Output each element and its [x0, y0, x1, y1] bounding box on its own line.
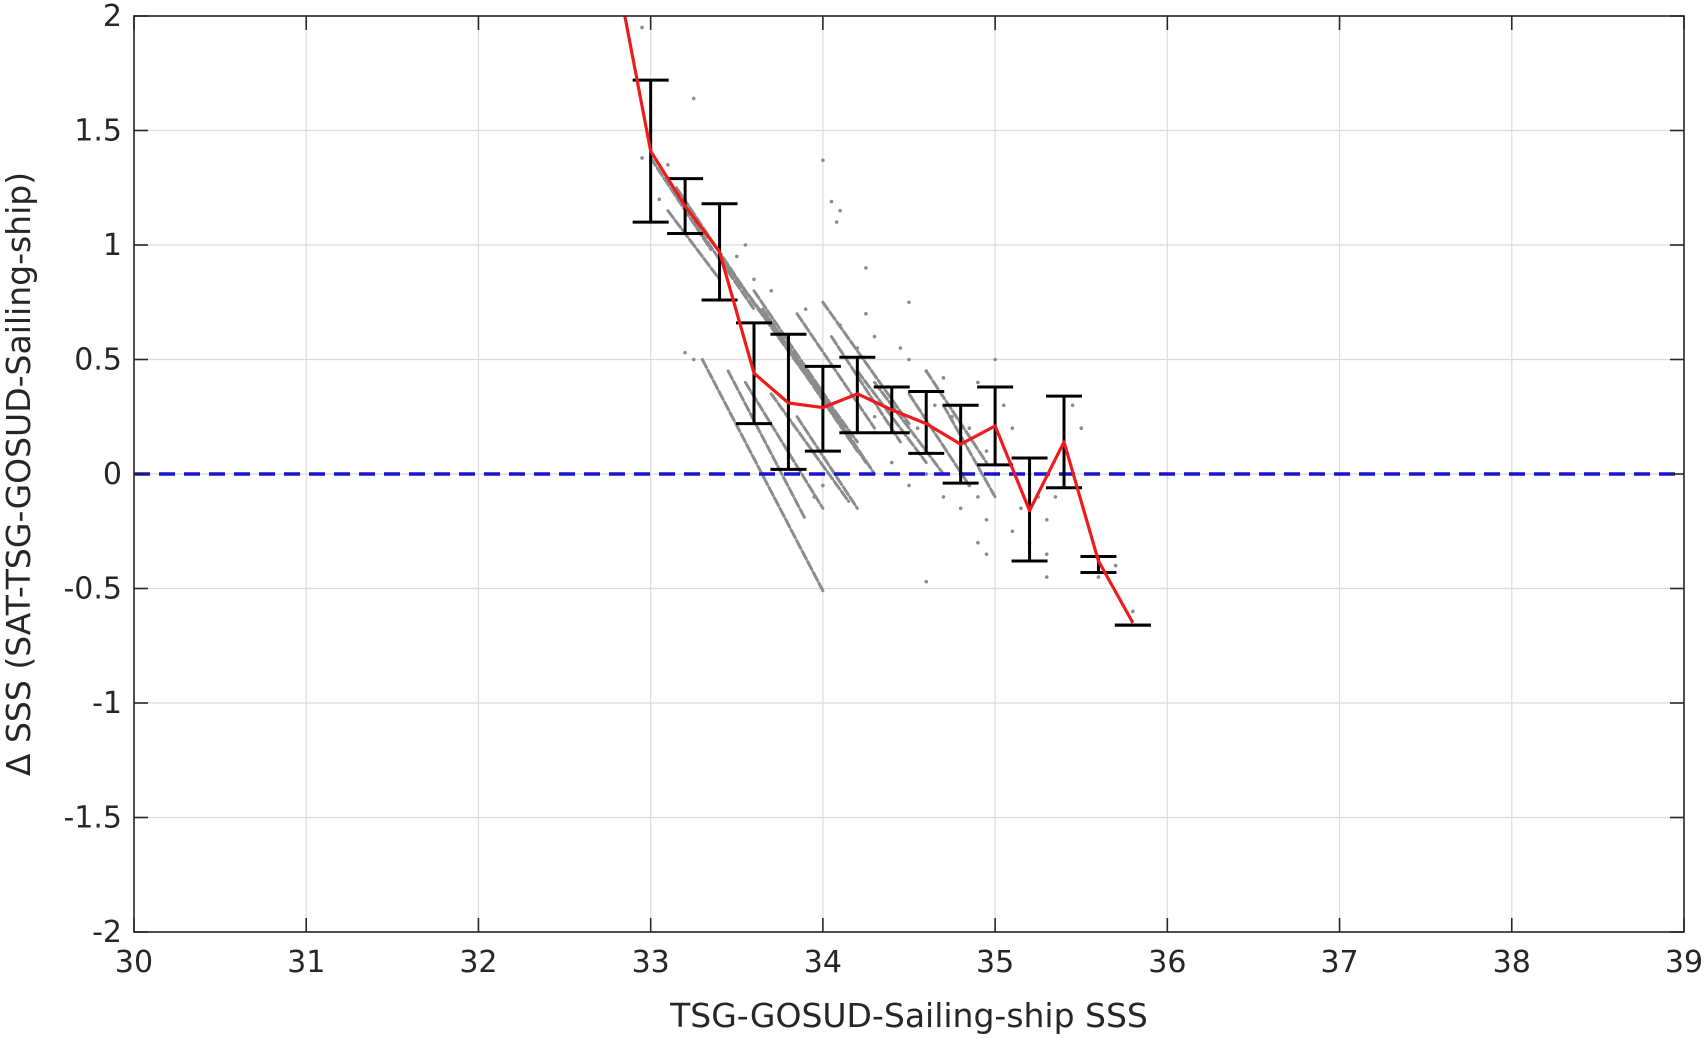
x-tick-label: 35	[976, 945, 1014, 980]
scatter-point	[898, 346, 903, 350]
scatter-streak	[821, 300, 911, 426]
scatter-point	[855, 346, 860, 350]
scatter-point	[829, 199, 834, 204]
scatter-streak	[769, 392, 851, 503]
scatter-point	[1001, 403, 1006, 408]
scatter-point	[838, 208, 842, 213]
scatter-point	[1113, 563, 1118, 568]
scatter-streak	[743, 380, 825, 510]
scatter-point	[976, 380, 980, 385]
scatter-point	[924, 369, 929, 373]
scatter-point	[726, 266, 730, 270]
scatter-point	[640, 156, 644, 160]
y-tick-label: 0	[103, 457, 122, 492]
y-tick-label: 1	[103, 228, 122, 263]
scatter-point	[933, 403, 937, 408]
x-tick-label: 32	[459, 945, 497, 980]
scatter-streak	[795, 415, 859, 510]
x-tick-label: 33	[632, 945, 670, 980]
scatter-point	[872, 334, 877, 339]
scatter-point	[666, 163, 670, 167]
scatter-point	[907, 483, 911, 488]
y-tick-labels: -2 -1.5 -1 -0.5 0 0.5 1 1.5 2	[63, 0, 122, 950]
scatter-point	[915, 426, 920, 431]
ticks	[133, 15, 1685, 933]
x-tick-label: 39	[1665, 945, 1703, 980]
scatter-point	[1044, 518, 1049, 522]
scatter-point	[907, 357, 911, 362]
y-tick-label: 0.5	[74, 343, 122, 378]
scatter-point	[976, 540, 980, 545]
scatter-point	[838, 323, 842, 327]
scatter-point	[907, 300, 911, 305]
scatter-point	[924, 472, 929, 476]
scatter-point	[657, 197, 662, 201]
scatter-point	[967, 426, 972, 431]
scatter-point	[683, 350, 687, 355]
scatter-point	[984, 552, 989, 556]
scatter-point	[752, 277, 756, 282]
scatter-streak	[804, 369, 877, 476]
scatter-point	[769, 289, 774, 293]
y-tick-label: 2	[103, 0, 122, 34]
binned-mean-line	[623, 15, 1135, 624]
x-tick-label: 34	[804, 945, 842, 980]
scatter-point	[812, 495, 817, 499]
scatter-point	[1096, 575, 1101, 579]
scatter-point	[821, 483, 825, 488]
scatter-point	[872, 414, 877, 419]
scatter-point	[889, 460, 894, 465]
x-tick-label: 37	[1320, 945, 1358, 980]
scatter-point	[1010, 529, 1015, 534]
scatter-point	[941, 495, 946, 499]
scatter-point	[734, 254, 739, 259]
x-tick-label: 36	[1148, 945, 1186, 980]
scatter-point	[984, 449, 989, 453]
scatter-streak	[924, 369, 988, 465]
scatter-point	[941, 376, 946, 380]
y-tick-label: -2	[92, 915, 122, 950]
mean-line-layer	[623, 15, 1135, 624]
scatter-point	[1079, 426, 1084, 431]
x-axis-label: TSG-GOSUD-Sailing-ship SSS	[669, 996, 1148, 1035]
scatter-streak	[873, 380, 945, 476]
scatter-point	[950, 414, 954, 419]
scatter-point	[1131, 609, 1135, 614]
y-axis-label: Δ SSS (SAT-TSG-GOSUD-Sailing-ship)	[0, 172, 38, 776]
y-tick-label: 1.5	[74, 114, 122, 149]
x-tick-label: 38	[1493, 945, 1531, 980]
scatter-streak	[941, 403, 997, 499]
y-tick-label: -1.5	[63, 801, 122, 836]
scatter-point	[984, 518, 989, 522]
scatter-point	[834, 220, 839, 224]
y-tick-label: -1	[92, 686, 122, 721]
scatter-point	[1019, 506, 1023, 511]
scatter-streak	[830, 335, 902, 444]
scatter-point	[743, 243, 748, 247]
x-tick-labels: 30 31 32 33 34 35 36 37 38 39	[115, 945, 1703, 980]
scatter-point	[958, 506, 963, 511]
scatter-point	[640, 25, 644, 30]
x-tick-label: 31	[287, 945, 325, 980]
scatter-point	[1044, 552, 1049, 556]
scatter-point	[1044, 575, 1049, 579]
scatter-point	[993, 357, 997, 362]
scatter-point	[691, 96, 696, 101]
x-tick-label: 30	[115, 945, 153, 980]
scatter-point	[1053, 495, 1058, 499]
scatter-point	[976, 495, 980, 499]
scatter-point	[821, 158, 825, 163]
scatter-streak	[795, 312, 877, 430]
y-tick-label: -0.5	[63, 572, 122, 607]
scatter-point	[864, 266, 868, 270]
scatter-point	[924, 579, 929, 584]
scatter-point	[864, 311, 868, 316]
scatter-point	[1010, 426, 1015, 431]
scatter-streak	[726, 369, 808, 522]
scatter-streak	[666, 209, 722, 281]
scatter-point	[803, 307, 808, 311]
scatter-point	[1070, 403, 1075, 408]
scatter-point	[691, 357, 696, 362]
